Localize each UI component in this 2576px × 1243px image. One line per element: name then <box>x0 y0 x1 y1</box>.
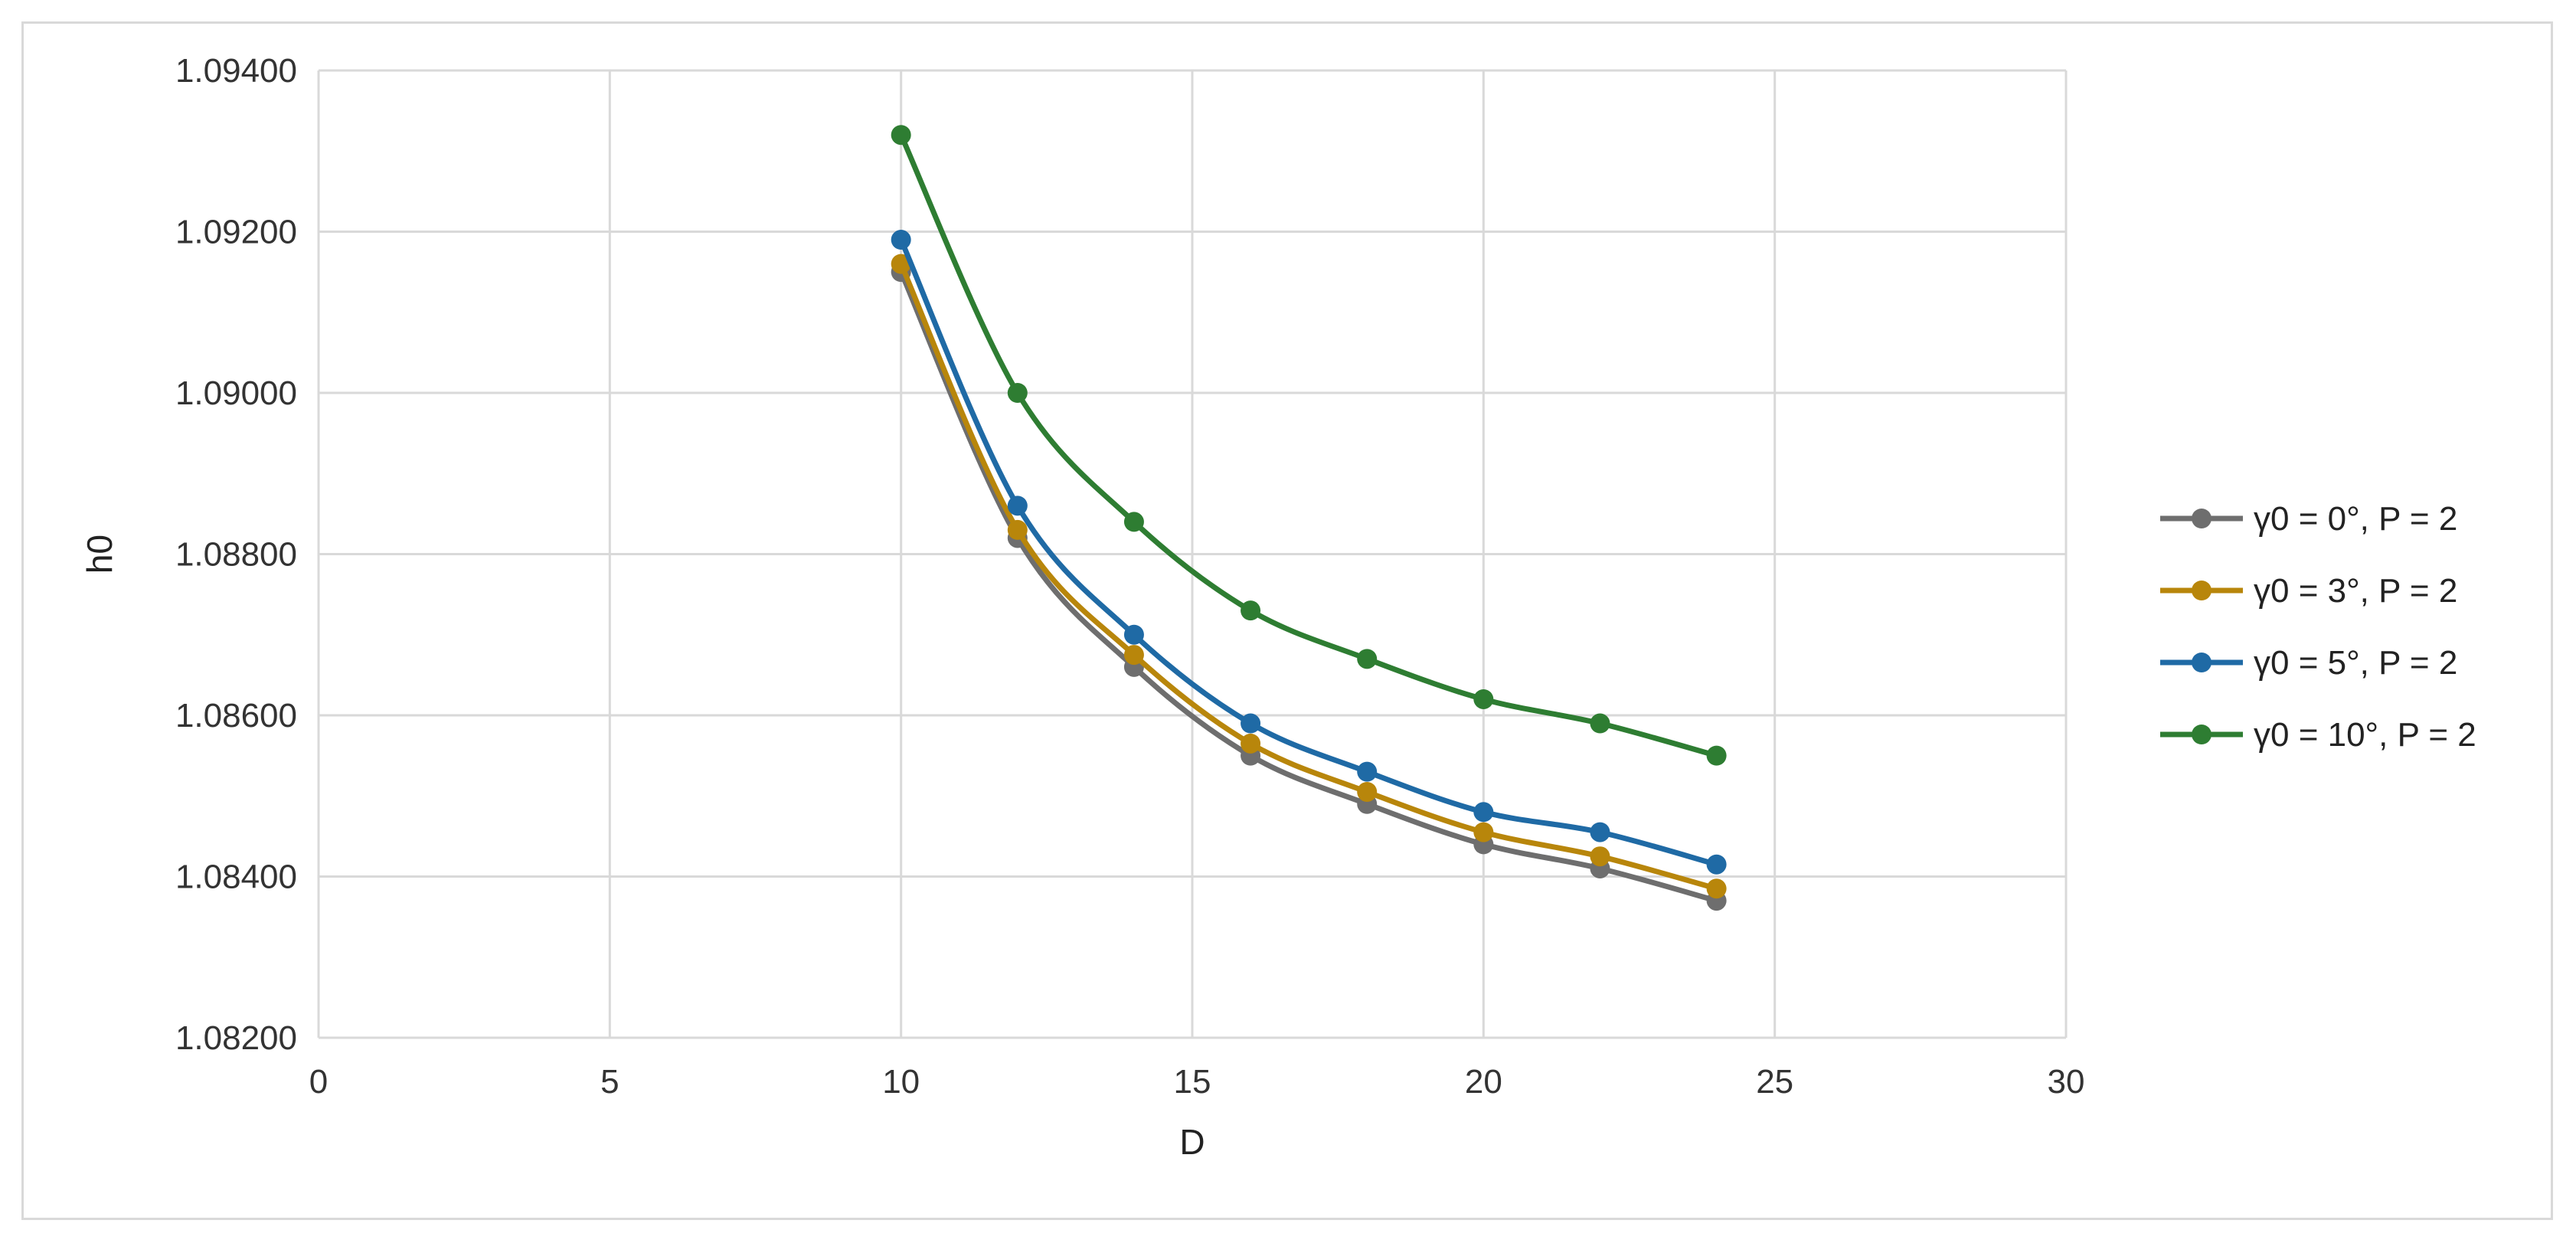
legend-label: γ0 = 0°, P = 2 <box>2254 500 2457 538</box>
legend-marker <box>2192 653 2212 672</box>
data-point <box>1706 878 1727 899</box>
legend-label: γ0 = 10°, P = 2 <box>2254 716 2476 754</box>
grid <box>319 69 2068 1038</box>
x-tick-label: 0 <box>309 1063 328 1101</box>
data-point <box>1123 512 1144 532</box>
data-point <box>1357 649 1378 669</box>
legend-marker <box>2192 509 2212 528</box>
y-tick-label: 1.08600 <box>175 697 297 734</box>
legend-label: γ0 = 5°, P = 2 <box>2254 644 2457 682</box>
series-2 <box>891 230 1727 875</box>
legend: γ0 = 0°, P = 2 γ0 = 3°, P = 2 γ0 = 5°, P =… <box>2160 500 2476 754</box>
data-point <box>1590 846 1610 867</box>
series-1 <box>891 254 1727 899</box>
x-axis-title: D <box>1179 1122 1205 1162</box>
legend-marker <box>2192 725 2212 744</box>
y-tick-label: 1.08400 <box>175 859 297 896</box>
data-point <box>1473 802 1494 823</box>
data-point <box>1590 822 1610 842</box>
data-point <box>1123 645 1144 666</box>
series-line <box>898 269 1720 904</box>
x-tick-label: 25 <box>1756 1063 1793 1101</box>
series-line <box>898 132 1720 759</box>
series-line <box>898 237 1720 868</box>
data-point <box>1357 781 1378 802</box>
data-point <box>1473 822 1494 842</box>
chart-frame: 1.08200 1.08400 1.08600 1.08800 1.09000 1.092… <box>21 21 2553 1220</box>
x-tick-label: 20 <box>1465 1063 1502 1101</box>
y-tick-label: 1.09000 <box>175 375 297 412</box>
data-point <box>1123 624 1144 645</box>
data-point <box>1590 713 1610 734</box>
legend-label: γ0 = 3°, P = 2 <box>2254 572 2457 610</box>
x-tick-label: 10 <box>882 1063 920 1101</box>
legend-marker <box>2192 581 2212 600</box>
data-point <box>1473 689 1494 709</box>
x-tick-label: 5 <box>600 1063 619 1101</box>
y-tick-label: 1.09200 <box>175 214 297 251</box>
data-point <box>1241 600 1261 621</box>
axes <box>317 70 2066 1039</box>
data-point <box>1241 713 1261 734</box>
legend-item: γ0 = 5°, P = 2 <box>2160 644 2457 682</box>
x-tick-label: 15 <box>1174 1063 1211 1101</box>
y-tick-label: 1.08200 <box>175 1019 297 1057</box>
data-point <box>1007 383 1028 403</box>
y-axis-title: h0 <box>80 535 119 574</box>
y-tick-label: 1.09400 <box>175 52 297 90</box>
data-point <box>1706 745 1727 766</box>
series <box>891 125 1727 911</box>
series-line <box>898 261 1720 891</box>
series-3 <box>891 125 1727 766</box>
legend-item: γ0 = 10°, P = 2 <box>2160 716 2476 754</box>
data-point <box>1357 761 1378 782</box>
line-chart: 1.08200 1.08400 1.08600 1.08800 1.09000 1.092… <box>80 52 2476 1162</box>
y-tick-label: 1.08800 <box>175 536 297 574</box>
series-0 <box>891 262 1727 911</box>
data-point <box>1706 854 1727 875</box>
data-point <box>1241 733 1261 754</box>
tick-labels: 1.08200 1.08400 1.08600 1.08800 1.09000 1.092… <box>175 52 2085 1101</box>
data-point <box>891 125 911 146</box>
data-point <box>891 230 911 250</box>
data-point <box>891 254 911 274</box>
data-point <box>1007 496 1028 516</box>
legend-item: γ0 = 0°, P = 2 <box>2160 500 2457 538</box>
x-tick-label: 30 <box>2048 1063 2085 1101</box>
data-point <box>1007 519 1028 540</box>
legend-item: γ0 = 3°, P = 2 <box>2160 572 2457 610</box>
